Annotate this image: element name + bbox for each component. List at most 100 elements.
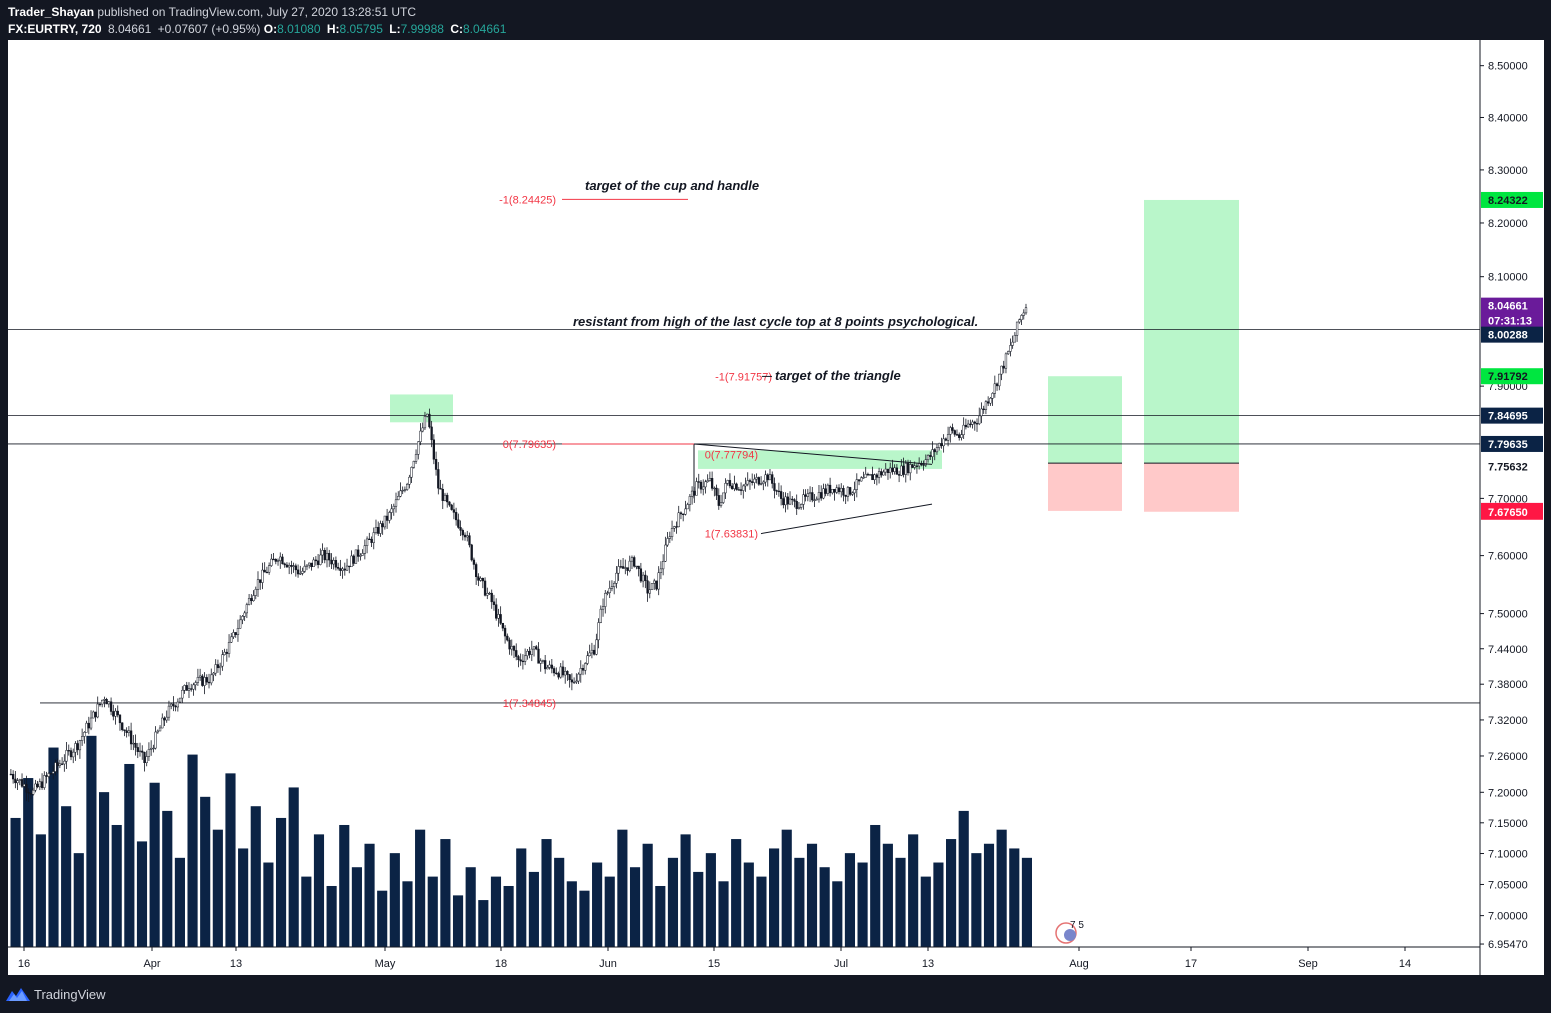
candle-body xyxy=(259,579,262,583)
volume-bar xyxy=(111,824,122,947)
candle-body xyxy=(187,688,191,691)
price-tag[interactable]: 07:31:13 xyxy=(1481,312,1543,329)
candle-body xyxy=(637,565,640,569)
candle-body xyxy=(328,552,331,561)
watermark-text: 7 5 xyxy=(1070,920,1084,931)
candle-body xyxy=(292,565,295,567)
candle-body xyxy=(40,781,44,788)
candle-body xyxy=(824,488,827,494)
candle-body xyxy=(405,484,409,490)
volume-bar xyxy=(870,824,881,947)
candle-body xyxy=(492,601,496,605)
candle-body xyxy=(461,530,464,536)
tradingview-brand[interactable]: TradingView xyxy=(34,987,106,1002)
candle-body xyxy=(274,559,277,562)
candle-body xyxy=(392,505,395,510)
candle-body xyxy=(176,701,180,708)
candle-body xyxy=(641,574,645,582)
candle-body xyxy=(399,490,402,497)
candle-body xyxy=(125,730,128,733)
candle-body xyxy=(929,455,932,457)
volume-bar xyxy=(629,867,641,947)
chart-area[interactable]: -1(8.24425) 0(7.79635) 1(7.34845) -1(7.9175… xyxy=(8,40,1544,975)
triangle-upper-line[interactable] xyxy=(693,443,933,465)
price-tag-bg xyxy=(1481,297,1543,314)
fib-tri-1-label: 1(7.63831) xyxy=(705,529,758,541)
candle-body xyxy=(178,697,182,703)
candle-body xyxy=(935,447,939,453)
candle-body xyxy=(842,488,845,496)
note-cup-target[interactable]: target of the cup and handle xyxy=(585,178,759,193)
note-resistance[interactable]: resistant from high of the last cycle to… xyxy=(573,314,978,329)
stop-zone-2[interactable] xyxy=(1144,463,1239,512)
candle-body xyxy=(94,711,97,718)
candle-body xyxy=(47,773,50,777)
candle-body xyxy=(559,666,562,678)
volume-bar xyxy=(23,778,34,947)
candle-body xyxy=(624,567,627,569)
candle-body xyxy=(345,565,349,571)
price-tag[interactable]: 7.91792 xyxy=(1481,368,1543,385)
candle-body xyxy=(149,747,153,750)
candle-body xyxy=(706,480,709,483)
price-tag[interactable]: 7.79635 xyxy=(1481,435,1543,452)
candle-body xyxy=(869,474,872,476)
candle-body xyxy=(403,489,407,491)
candle-body xyxy=(975,423,979,425)
price-tag[interactable]: 7.75632 xyxy=(1481,458,1543,475)
volume-bar xyxy=(490,876,502,947)
publisher-name[interactable]: Trader_Shayan xyxy=(8,5,95,19)
candle-body xyxy=(466,535,469,538)
candle-body xyxy=(263,569,266,573)
symbol-label[interactable]: FX:EURTRY, 720 xyxy=(8,22,102,36)
candle-body xyxy=(241,616,244,621)
candle-body xyxy=(174,705,177,708)
candle-body xyxy=(365,538,369,546)
candle-body xyxy=(87,722,90,729)
high-label: H: xyxy=(326,22,340,36)
y-tick-label: 7.70000 xyxy=(1488,493,1528,505)
candle-body xyxy=(670,528,674,537)
candle-body xyxy=(430,426,433,441)
price-tag[interactable]: 7.84695 xyxy=(1481,407,1543,424)
volume-bar xyxy=(364,843,375,947)
candle-body xyxy=(764,474,767,483)
candle-body xyxy=(944,438,948,441)
candle-body xyxy=(78,740,82,751)
price-tag-label: 07:31:13 xyxy=(1488,316,1532,328)
candle-body xyxy=(677,512,680,528)
candle-body xyxy=(147,749,151,757)
watermark-icon: 7 5 xyxy=(1055,920,1084,944)
candle-body xyxy=(319,554,322,565)
candle-body xyxy=(388,512,391,521)
volume-bar xyxy=(908,834,919,947)
chart-footer: TradingView xyxy=(0,975,1551,1013)
candle-body xyxy=(114,710,117,717)
price-tag[interactable]: 8.04661 xyxy=(1481,297,1543,314)
volume-bar xyxy=(516,848,527,947)
triangle-lower-line[interactable] xyxy=(760,503,933,535)
candle-body xyxy=(29,793,33,795)
candle-body xyxy=(417,441,420,455)
candle-body xyxy=(875,474,878,478)
candle-body xyxy=(357,549,360,557)
candle-body xyxy=(34,783,37,791)
x-tick-label: Sep xyxy=(1298,958,1318,970)
candle-body xyxy=(116,710,119,716)
price-chart[interactable]: -1(8.24425) 0(7.79635) 1(7.34845) -1(7.9175… xyxy=(8,40,1544,975)
target-zone-1[interactable] xyxy=(1048,376,1122,464)
note-triangle-target[interactable]: target of the triangle xyxy=(775,368,901,383)
volume-bar xyxy=(844,853,856,947)
stop-zone-1[interactable] xyxy=(1048,463,1122,511)
price-tag[interactable]: 8.24322 xyxy=(1481,191,1543,208)
price-tag[interactable]: 8.00288 xyxy=(1481,326,1543,343)
volume-bar xyxy=(73,853,84,947)
volume-bar xyxy=(655,885,666,947)
candle-body xyxy=(797,507,801,509)
target-zone-2[interactable] xyxy=(1144,199,1239,464)
candle-body xyxy=(219,665,222,669)
tradingview-logo-icon[interactable] xyxy=(6,987,30,1001)
price-tag[interactable]: 7.67650 xyxy=(1481,503,1543,520)
candle-body xyxy=(107,701,110,705)
volume-bar xyxy=(680,834,691,947)
